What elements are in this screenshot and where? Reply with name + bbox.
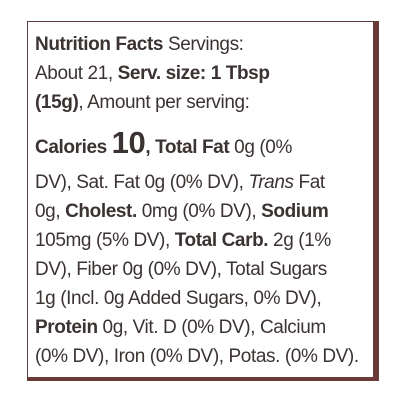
label-line: (0% DV), Iron (0% DV), Potas. (0% DV). — [35, 342, 371, 371]
label-line: DV), Sat. Fat 0g (0% DV), Trans Fat — [35, 168, 371, 197]
label-line: DV), Fiber 0g (0% DV), Total Sugars — [35, 255, 371, 284]
label-segment: 0g (0% — [229, 137, 292, 158]
label-segment: Cholest. — [65, 201, 137, 222]
label-segment: 105mg (5% DV), — [35, 230, 175, 251]
label-segment: DV), Fiber 0g (0% DV), Total Sugars — [35, 259, 327, 280]
label-segment: 10 — [111, 125, 146, 160]
label-line: About 21, Serv. size: 1 Tbsp — [35, 59, 371, 88]
label-segment: (0% DV), Iron (0% DV), Potas. (0% DV). — [35, 346, 359, 367]
label-line: Protein 0g, Vit. D (0% DV), Calcium — [35, 313, 371, 342]
label-line: (15g), Amount per serving: — [35, 88, 371, 117]
label-segment: Calories — [35, 137, 112, 158]
label-line: Calories 10, Total Fat 0g (0% — [35, 123, 371, 168]
label-segment: Fat — [293, 172, 326, 193]
label-line: 105mg (5% DV), Total Carb. 2g (1% — [35, 226, 371, 255]
label-segment: Sodium — [261, 201, 329, 222]
label-segment: Total Carb. — [174, 230, 269, 251]
label-segment: (15g) — [35, 92, 79, 113]
label-segment: 0g, — [35, 201, 66, 222]
label-segment: , Amount per serving: — [78, 92, 250, 113]
label-line: 0g, Cholest. 0mg (0% DV), Sodium — [35, 197, 371, 226]
label-segment: About 21, — [35, 63, 118, 84]
label-segment: 2g (1% — [268, 230, 331, 251]
label-segment: Nutrition Facts — [35, 34, 164, 55]
label-line: 1g (Incl. 0g Added Sugars, 0% DV), — [35, 284, 371, 313]
label-segment: , Total Fat — [145, 137, 230, 158]
label-segment: Protein — [35, 317, 98, 338]
label-line: Nutrition Facts Servings: — [35, 30, 371, 59]
label-segment: Trans — [248, 172, 294, 193]
label-segment: 1g (Incl. 0g Added Sugars, 0% DV), — [35, 288, 322, 309]
label-segment: Serv. size: 1 Tbsp — [117, 63, 270, 84]
label-segment: Servings: — [163, 34, 244, 55]
label-frame — [27, 21, 379, 381]
label-segment: 0g, Vit. D (0% DV), Calcium — [97, 317, 327, 338]
label-text: Nutrition Facts Servings: About 21, Serv.… — [35, 30, 371, 371]
label-segment: DV), Sat. Fat 0g (0% DV), — [35, 172, 249, 193]
label-segment: 0mg (0% DV), — [136, 201, 262, 222]
